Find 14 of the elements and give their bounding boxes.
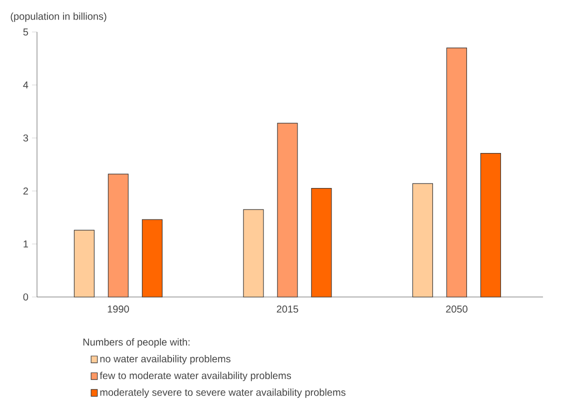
y-tick-label: 3 xyxy=(23,134,28,142)
legend-label: few to moderate water availability problems xyxy=(100,372,292,382)
y-tick-label: 2 xyxy=(23,188,28,194)
legend-label: moderately severe to severe water availability problems xyxy=(100,388,346,398)
y-tick-label: 4 xyxy=(23,82,28,88)
legend-label: no water availability problems xyxy=(100,355,230,364)
legend-title: Numbers of people with: xyxy=(83,338,190,348)
x-tick-label: 2050 xyxy=(446,306,468,313)
x-tick-label: 2015 xyxy=(276,306,298,313)
y-axis-title: (population in billions) xyxy=(10,12,106,22)
y-tick-label: 1 xyxy=(24,240,28,248)
y-tick-label: 5 xyxy=(23,28,28,36)
y-tick-label: 0 xyxy=(23,293,28,301)
x-tick-label: 1990 xyxy=(108,306,129,313)
